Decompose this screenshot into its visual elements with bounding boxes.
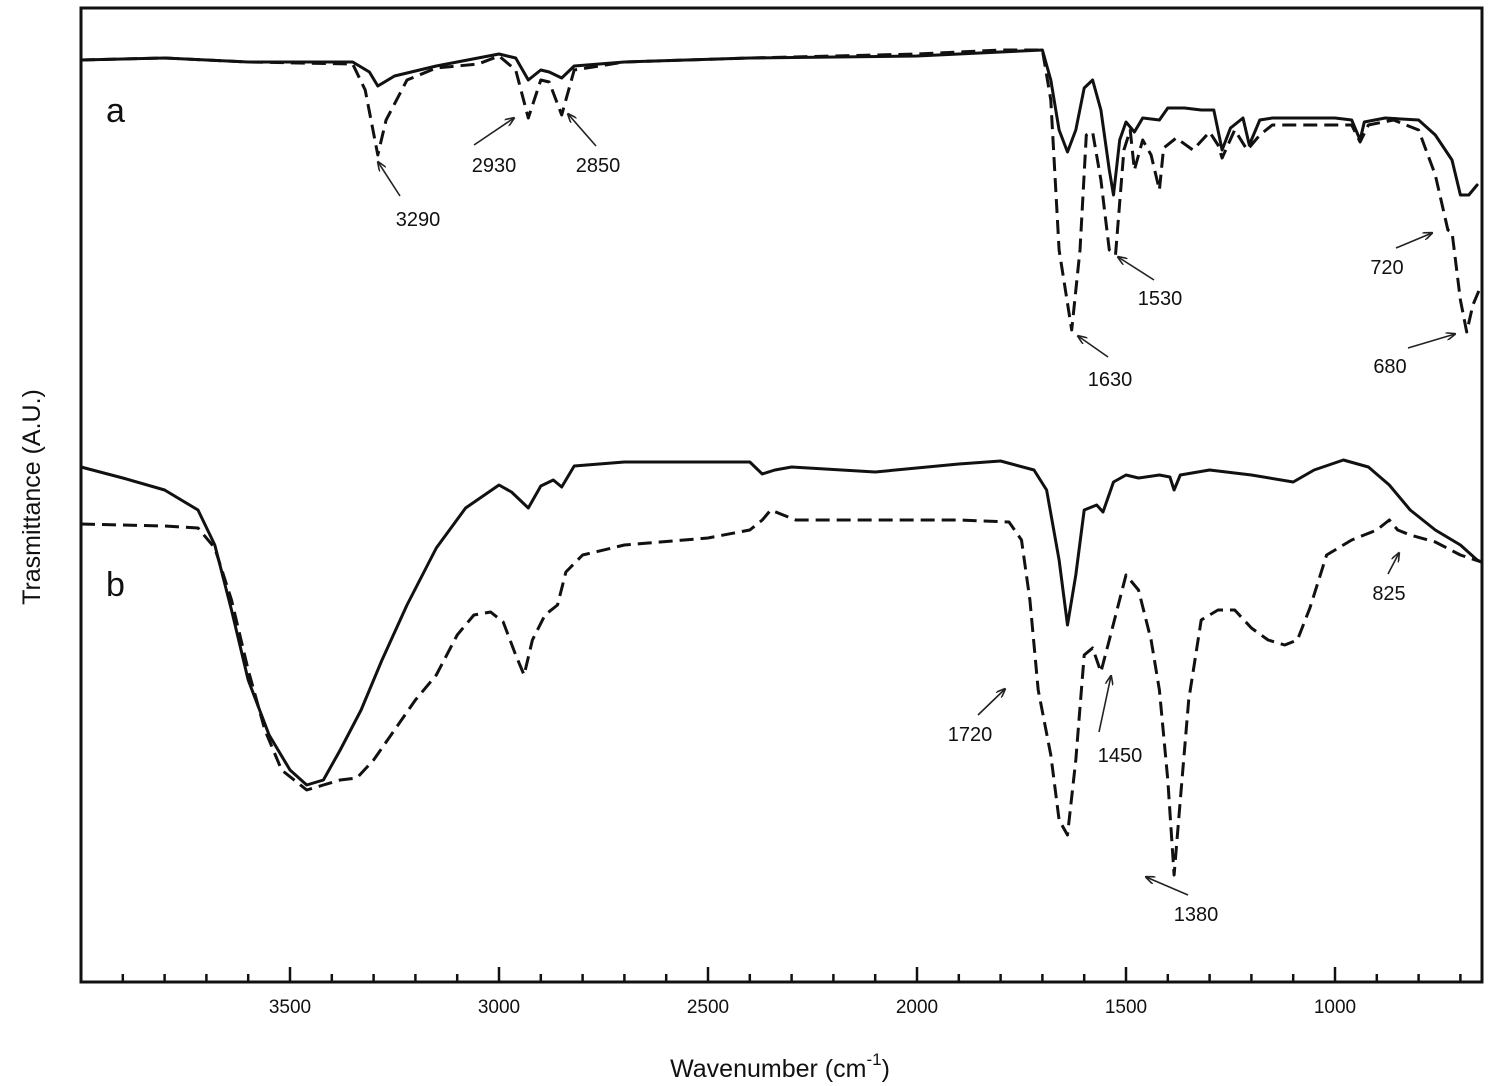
peak-label-825: 825 bbox=[1372, 583, 1405, 605]
a-dashed-curve bbox=[80, 48, 1481, 334]
annotation-arrow-icon bbox=[473, 118, 514, 146]
x-tick-label: 1000 bbox=[1314, 997, 1356, 1018]
x-tick-label: 3000 bbox=[478, 997, 520, 1018]
x-axis-title: Wavenumber (cm-1) bbox=[670, 1050, 890, 1083]
x-axis-title-close: ) bbox=[882, 1055, 890, 1083]
annotation-arrow-icon bbox=[1395, 233, 1432, 249]
annotation-arrow-icon bbox=[1146, 877, 1189, 896]
x-axis-title-main: Wavenumber (cm bbox=[670, 1055, 866, 1083]
peak-label-2850: 2850 bbox=[576, 155, 621, 177]
annotation-arrow-icon bbox=[1407, 334, 1455, 349]
a-solid-curve bbox=[79, 48, 1479, 197]
spectra-curves bbox=[79, 48, 1483, 877]
annotation-arrow-icon bbox=[568, 114, 597, 147]
annotation-arrow-icon bbox=[1098, 676, 1111, 733]
annotation-arrow-icon bbox=[977, 689, 1005, 716]
y-axis-title: Trasmittance (A.U.) bbox=[18, 389, 46, 605]
x-axis-ticks: 3500 3000 2500 2000 1500 1000 bbox=[121, 967, 1462, 1018]
peak-label-1530: 1530 bbox=[1138, 288, 1183, 310]
peak-label-1630: 1630 bbox=[1088, 369, 1133, 391]
annotation-arrow-icon bbox=[1387, 553, 1399, 575]
plot-frame bbox=[79, 6, 1484, 984]
peak-label-3290: 3290 bbox=[396, 209, 441, 231]
panel-label-a: a bbox=[106, 92, 125, 130]
x-tick-label: 1500 bbox=[1105, 997, 1147, 1018]
peak-label-680: 680 bbox=[1373, 356, 1406, 378]
x-tick-label: 2500 bbox=[687, 997, 729, 1018]
annotation-arrow-icon bbox=[1118, 257, 1155, 281]
x-tick-label: 3500 bbox=[269, 997, 311, 1018]
peak-label-720: 720 bbox=[1370, 257, 1403, 279]
b-dashed-curve bbox=[80, 508, 1482, 877]
peak-label-1720: 1720 bbox=[948, 724, 993, 746]
peak-label-2930: 2930 bbox=[472, 155, 517, 177]
annotation-arrow-icon bbox=[378, 162, 401, 197]
annotation-arrow-icon bbox=[1078, 336, 1109, 358]
peak-label-1450: 1450 bbox=[1098, 745, 1143, 767]
peak-label-1380: 1380 bbox=[1174, 904, 1219, 926]
x-tick-label: 2000 bbox=[896, 997, 938, 1018]
peak-annotations: 3290 2930 2850 1630 1530 720 680 1720 1450 1380 82… bbox=[378, 114, 1455, 926]
panel-label-b: b bbox=[106, 566, 125, 604]
x-axis-title-superscript: -1 bbox=[866, 1050, 881, 1069]
b-solid-curve bbox=[79, 458, 1483, 787]
